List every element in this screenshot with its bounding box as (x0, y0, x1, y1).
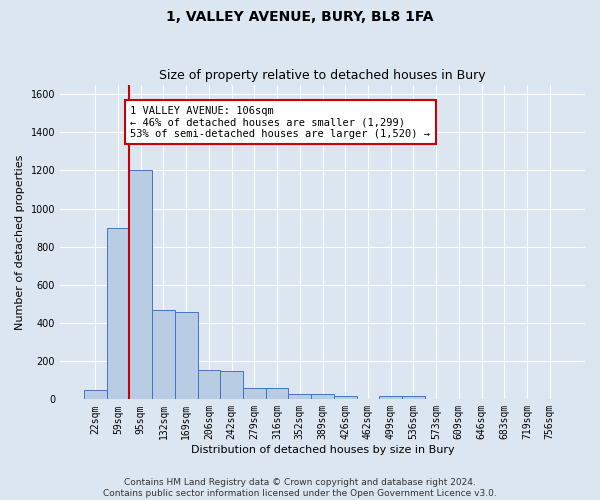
Bar (175, 312, 197, 400)
Text: Contains HM Land Registry data © Crown copyright and database right 2024.
Contai: Contains HM Land Registry data © Crown c… (103, 478, 497, 498)
Text: 1 VALLEY AVENUE: 106sqm
← 46% of detached houses are smaller (1,299)
53% of semi: 1 VALLEY AVENUE: 106sqm ← 46% of detache… (130, 106, 430, 138)
Bar (107, 228, 130, 400)
X-axis label: Distribution of detached houses by size in Bury: Distribution of detached houses by size … (191, 445, 454, 455)
Bar (266, 388, 289, 400)
Text: 1, VALLEY AVENUE, BURY, BL8 1FA: 1, VALLEY AVENUE, BURY, BL8 1FA (166, 10, 434, 24)
Y-axis label: Number of detached properties: Number of detached properties (15, 154, 25, 330)
Bar (130, 170, 152, 400)
Bar (197, 370, 220, 400)
Bar (379, 396, 402, 400)
Bar (84, 390, 107, 400)
Bar (243, 388, 266, 400)
Bar (220, 370, 243, 400)
Bar (334, 396, 356, 400)
Bar (289, 394, 311, 400)
Bar (402, 396, 425, 400)
Bar (152, 310, 175, 400)
Bar (311, 394, 334, 400)
Title: Size of property relative to detached houses in Bury: Size of property relative to detached ho… (159, 69, 486, 82)
